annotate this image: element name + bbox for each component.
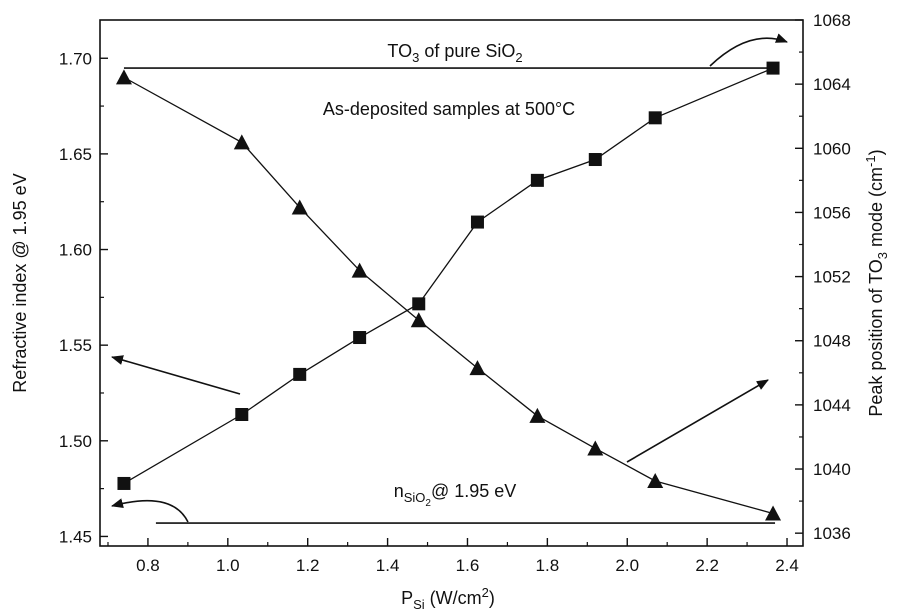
y-left-tick-label: 1.70 — [59, 49, 92, 68]
plot-frame — [99, 19, 804, 547]
x-tick-label: 1.0 — [216, 556, 240, 575]
y-left-tick-label: 1.45 — [59, 527, 92, 546]
x-axis-ticks: 0.8 1.0 1.2 1.4 1.6 1.8 2.0 2.2 2.4 — [107, 538, 799, 575]
series-lines — [123, 67, 774, 515]
left-axis-arrow-reference — [111, 498, 189, 523]
x-tick-label: 2.2 — [695, 556, 719, 575]
y-right-tick-label: 1044 — [813, 396, 851, 415]
triangle-marker — [233, 134, 250, 150]
square-marker — [766, 61, 780, 75]
square-marker — [353, 331, 367, 345]
series-square-line — [123, 67, 774, 485]
square-marker — [470, 215, 484, 229]
x-tick-label: 1.2 — [296, 556, 320, 575]
triangle-marker — [469, 360, 486, 376]
square-marker — [588, 153, 602, 167]
triangle-marker — [351, 262, 368, 278]
x-axis-title: PSi (W/cm2) — [401, 585, 495, 612]
series-triangle-line — [123, 76, 774, 515]
right-axis-arrow-reference — [709, 33, 788, 67]
x-tick-label: 2.0 — [615, 556, 639, 575]
triangle-marker — [410, 312, 427, 328]
right-axis-arrow-square-series — [626, 379, 769, 463]
y-right-tick-label: 1048 — [813, 332, 851, 351]
square-marker — [293, 367, 307, 381]
left-y-axis-title: Refractive index @ 1.95 eV — [10, 173, 30, 392]
x-tick-label: 0.8 — [136, 556, 160, 575]
square-marker — [648, 111, 662, 125]
y-right-tick-label: 1052 — [813, 268, 851, 287]
y-left-tick-label: 1.50 — [59, 432, 92, 451]
left-y-axis-ticks: 1.45 1.50 1.55 1.60 1.65 1.70 — [59, 49, 108, 546]
annotation-as-deposited: As-deposited samples at 500°C — [323, 99, 575, 119]
y-left-tick-label: 1.60 — [59, 241, 92, 260]
reference-lines — [123, 67, 776, 524]
x-tick-label: 1.6 — [456, 556, 480, 575]
triangle-marker — [587, 440, 604, 456]
x-tick-label: 1.4 — [376, 556, 400, 575]
y-right-tick-label: 1036 — [813, 524, 851, 543]
series-markers — [115, 61, 782, 521]
right-y-axis-title: Peak position of TO3 mode (cm-1) — [863, 149, 890, 416]
y-right-tick-label: 1060 — [813, 139, 851, 158]
triangle-marker — [647, 472, 664, 488]
y-right-tick-label: 1068 — [813, 11, 851, 30]
x-tick-label: 2.4 — [775, 556, 799, 575]
reference-label-n-sio2: nSiO2@ 1.95 eV — [394, 481, 517, 509]
y-right-tick-label: 1040 — [813, 460, 851, 479]
triangle-marker — [115, 69, 132, 85]
triangle-marker — [291, 199, 308, 215]
x-tick-label: 1.8 — [536, 556, 560, 575]
y-right-tick-label: 1064 — [813, 75, 851, 94]
y-right-tick-label: 1056 — [813, 203, 851, 222]
square-marker — [117, 476, 131, 490]
triangle-marker — [765, 505, 782, 521]
square-marker — [530, 173, 544, 187]
reference-label-to3-pure-sio2: TO3 of pure SiO2 — [387, 41, 522, 65]
y-left-tick-label: 1.65 — [59, 145, 92, 164]
triangle-marker — [529, 407, 546, 423]
axis-pointer-arrows — [111, 33, 788, 523]
square-marker — [412, 297, 426, 311]
right-y-axis-ticks: 1036 1040 1044 1048 1052 1056 1060 1064 1068 — [795, 11, 851, 543]
y-left-tick-label: 1.55 — [59, 336, 92, 355]
square-marker — [235, 408, 249, 421]
left-axis-arrow-triangle-series — [111, 355, 241, 395]
